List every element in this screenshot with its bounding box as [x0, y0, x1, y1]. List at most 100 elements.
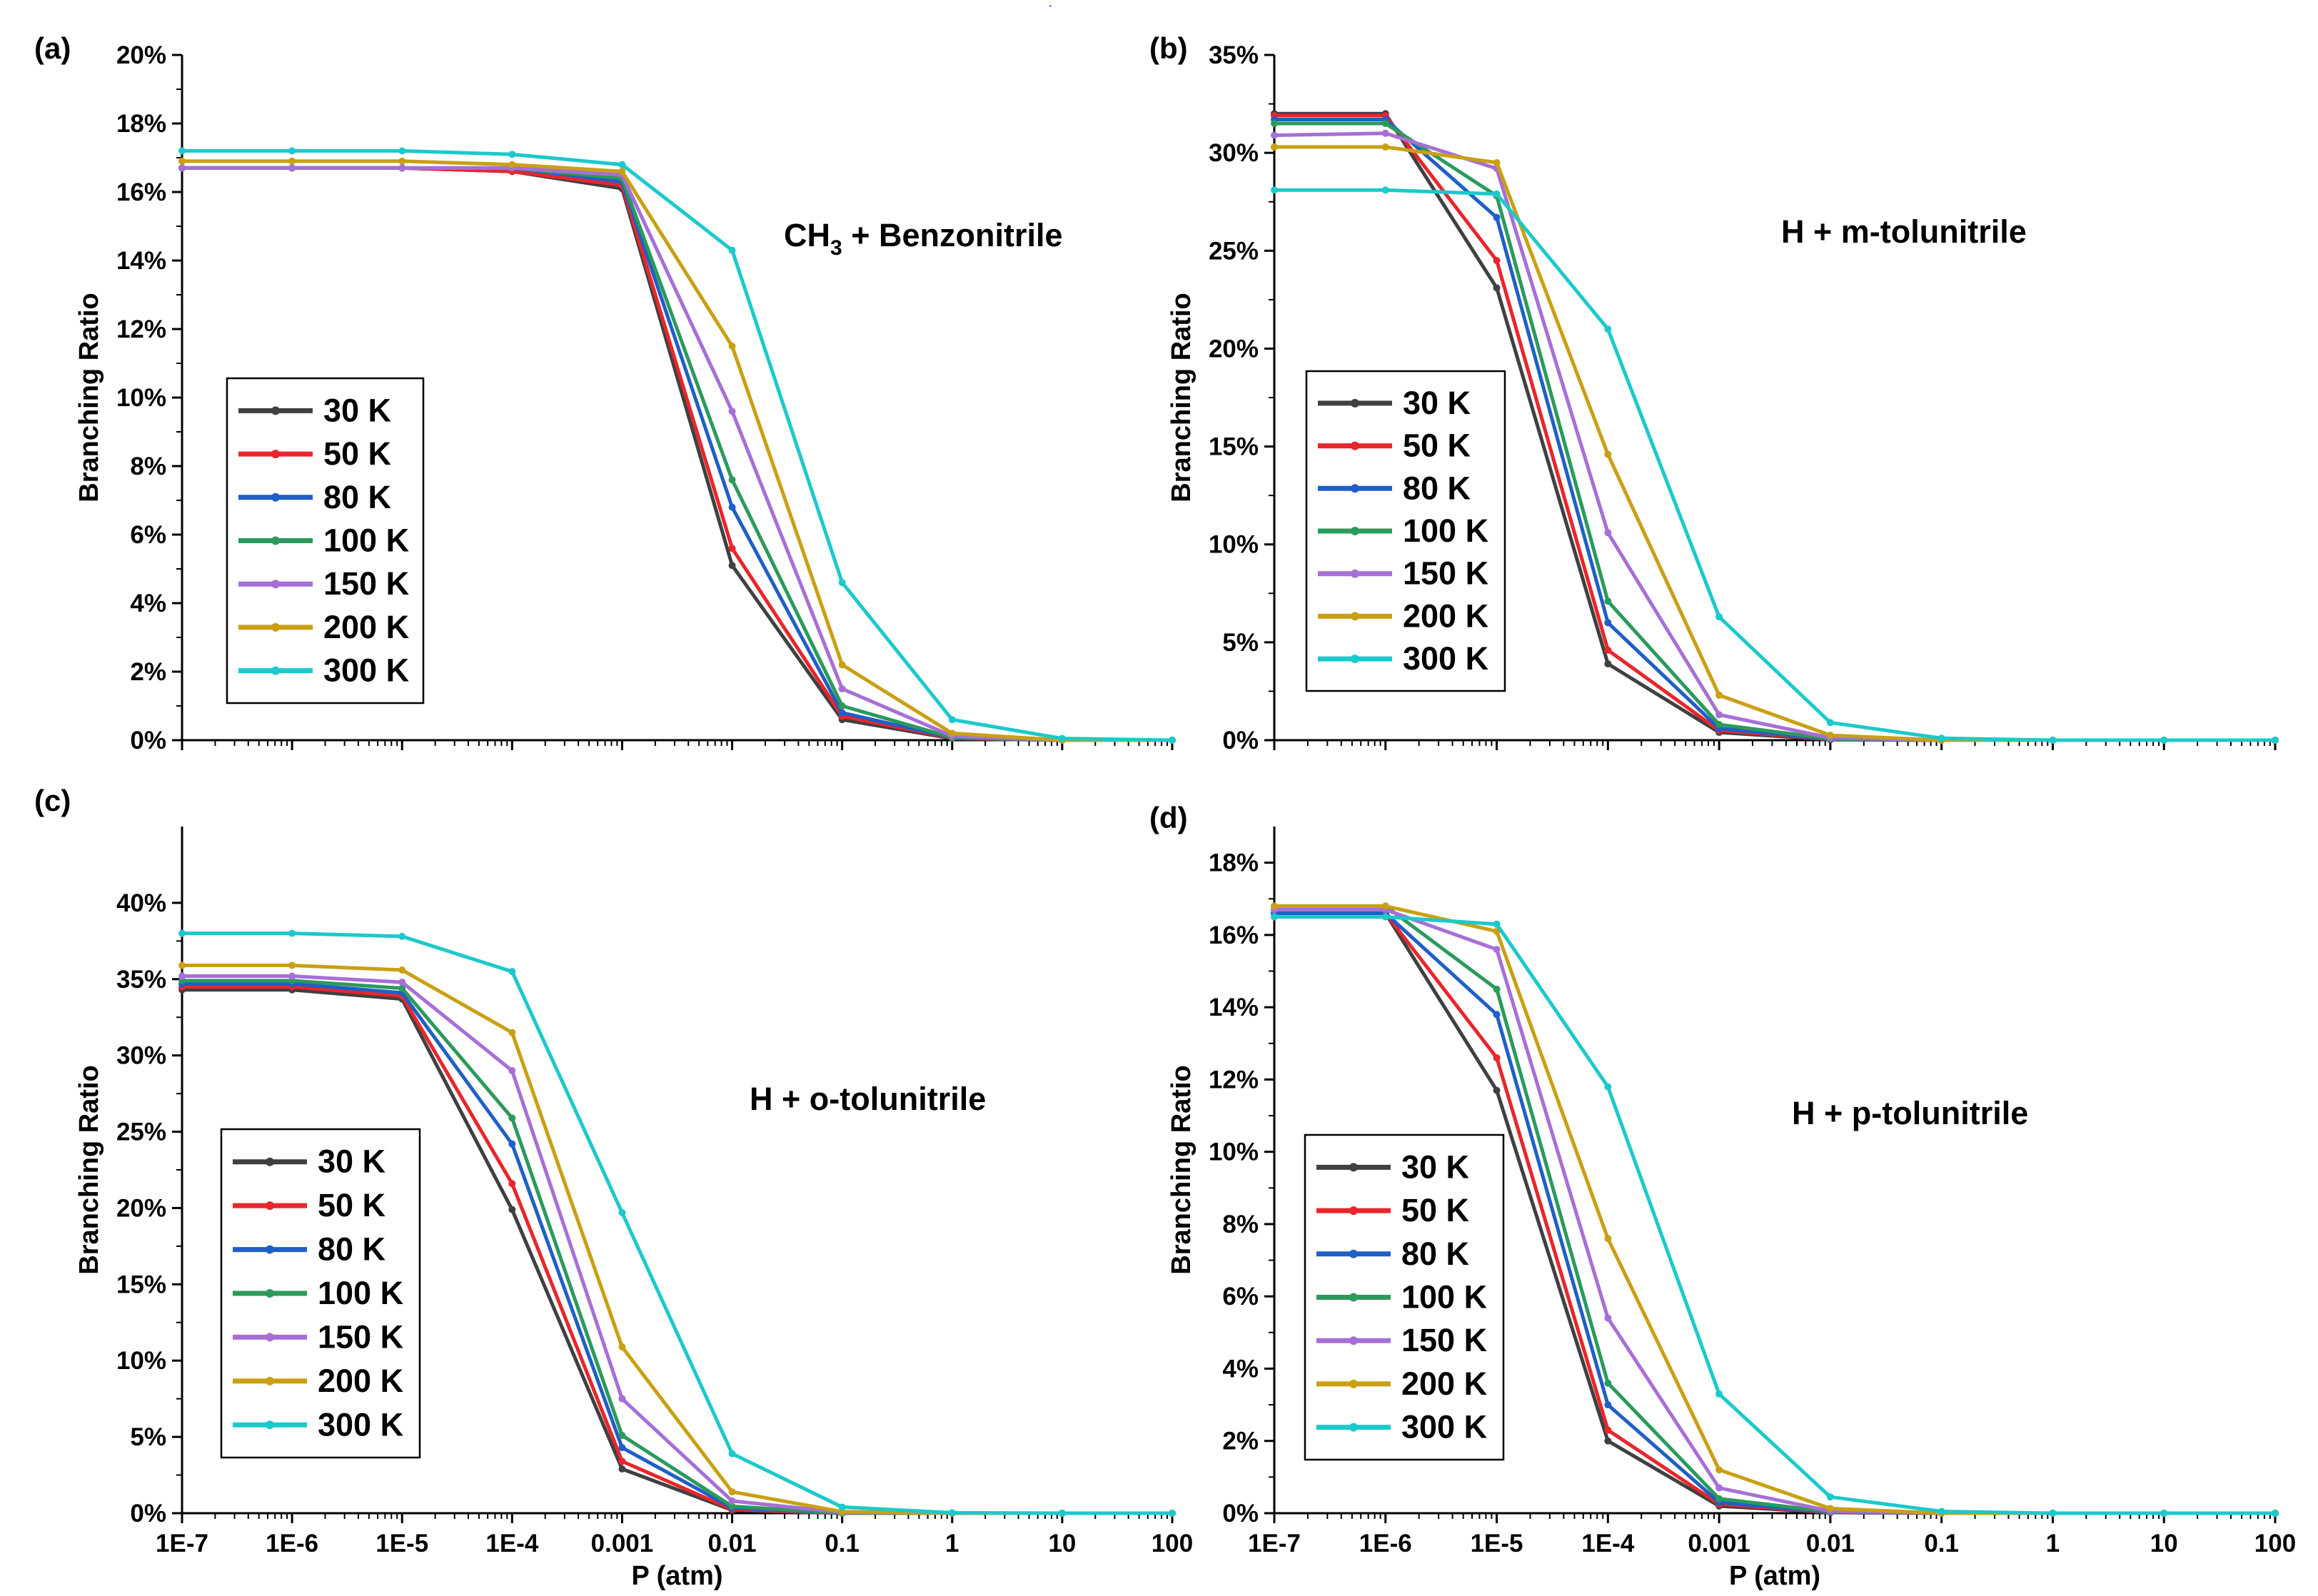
data-point	[1604, 1314, 1612, 1322]
legend-marker	[1349, 1163, 1358, 1172]
data-point	[838, 709, 846, 717]
data-point	[838, 661, 846, 669]
data-point	[178, 929, 186, 937]
chart-annotation: H + p-tolunitrile	[1792, 1095, 2028, 1131]
legend-label: 100 K	[318, 1275, 404, 1311]
y-tick-label: 5%	[1222, 629, 1259, 657]
data-point	[728, 408, 736, 415]
data-point	[618, 1444, 626, 1452]
legend-label: 200 K	[1403, 597, 1489, 634]
annotation-rest: + Benzonitrile	[842, 217, 1063, 253]
data-point	[1604, 1401, 1612, 1409]
y-tick-label: 4%	[130, 590, 166, 617]
data-point	[728, 503, 736, 511]
legend-label: 50 K	[1403, 428, 1471, 464]
data-point	[1715, 691, 1723, 699]
y-tick-label: 25%	[1209, 237, 1259, 265]
legend-marker	[1349, 1379, 1358, 1388]
data-point	[1604, 450, 1612, 458]
data-point	[1826, 732, 1834, 739]
data-point	[2272, 1510, 2279, 1517]
y-tick-label: 20%	[1209, 335, 1259, 363]
data-point	[1271, 143, 1278, 151]
y-tick-label: 16%	[1209, 921, 1259, 949]
data-point	[1381, 902, 1389, 910]
data-point	[2049, 737, 2057, 744]
data-point	[178, 164, 186, 172]
data-point	[728, 343, 736, 350]
data-point	[1715, 721, 1723, 729]
y-tick-label: 18%	[1209, 849, 1259, 877]
data-point	[1493, 158, 1501, 166]
legend-label: 80 K	[1401, 1236, 1470, 1272]
y-tick-label: 14%	[116, 247, 166, 275]
y-tick-label: 0%	[1222, 727, 1259, 754]
legend-marker	[271, 450, 280, 459]
data-point	[398, 966, 406, 974]
x-tick-label: 1E-5	[376, 1530, 428, 1557]
y-tick-label: 15%	[116, 1271, 166, 1298]
data-point	[508, 1180, 516, 1188]
data-point	[1381, 913, 1389, 921]
y-tick-label: 25%	[116, 1118, 166, 1146]
legend-label: 150 K	[323, 565, 410, 602]
y-tick-label: 2%	[1222, 1428, 1259, 1455]
y-tick-label: 10%	[116, 384, 166, 412]
legend-label: 100 K	[323, 522, 410, 559]
data-point	[1493, 946, 1501, 954]
legend-label: 100 K	[1401, 1279, 1488, 1315]
data-point	[2160, 1510, 2168, 1517]
data-point	[1604, 1426, 1612, 1434]
legend-label: 150 K	[318, 1318, 404, 1355]
data-point	[508, 1029, 516, 1036]
data-point	[178, 147, 186, 155]
data-point	[1169, 1510, 1176, 1517]
data-point	[178, 961, 186, 969]
data-point	[1715, 613, 1723, 621]
x-tick-label: 0.1	[825, 1530, 860, 1557]
legend-marker	[1351, 484, 1359, 493]
data-point	[288, 972, 296, 980]
legend-marker	[1351, 441, 1359, 450]
x-tick-label: 1E-4	[485, 1530, 538, 1557]
data-point	[728, 562, 736, 570]
y-tick-label: 8%	[1222, 1211, 1259, 1238]
data-point	[1715, 711, 1723, 719]
panel-a: (a) 0% 2% 4% 6% 8% 10% 12% 14% 16% 18% 20% Branching…	[34, 31, 1176, 754]
data-point	[618, 1465, 626, 1473]
data-point	[508, 161, 516, 168]
legend-marker	[271, 493, 280, 502]
panel-label: (b)	[1149, 31, 1188, 65]
data-point	[1715, 1390, 1723, 1398]
data-point	[618, 168, 626, 176]
data-point	[1715, 1484, 1723, 1492]
legend-label: 200 K	[318, 1363, 404, 1399]
data-point	[1937, 1507, 1945, 1515]
y-tick-label: 16%	[116, 178, 166, 206]
legend-marker	[266, 1376, 274, 1385]
data-point	[1381, 186, 1389, 194]
y-tick-label: 40%	[116, 889, 166, 917]
data-point	[1826, 1493, 1834, 1501]
data-point	[728, 1488, 736, 1496]
x-tick-label: 1E-7	[1248, 1530, 1301, 1557]
data-point	[398, 164, 406, 172]
legend-label: 30 K	[323, 392, 392, 428]
x-axis-title: P (atm)	[631, 1561, 722, 1591]
legend-label: 30 K	[1403, 385, 1471, 421]
x-tick-label: 1	[2046, 1530, 2060, 1557]
data-point	[1493, 213, 1501, 221]
data-point	[1604, 1235, 1612, 1243]
data-point	[1271, 131, 1278, 139]
annotation-subscript: 3	[830, 236, 842, 260]
x-tick-label: 0.001	[591, 1530, 654, 1557]
y-axis-title: Branching Ratio	[1166, 293, 1196, 502]
legend-marker	[271, 580, 280, 589]
data-point	[1493, 1086, 1501, 1094]
panel-label: (c)	[34, 784, 71, 817]
y-tick-label: 10%	[116, 1347, 166, 1375]
legend-label: 50 K	[323, 435, 392, 472]
y-tick-label: 0%	[1222, 1500, 1259, 1527]
x-tick-label: 1E-6	[1359, 1530, 1412, 1557]
legend: 30 K 50 K 80 K 100 K 150 K 200 K 300 K	[1305, 370, 1506, 692]
